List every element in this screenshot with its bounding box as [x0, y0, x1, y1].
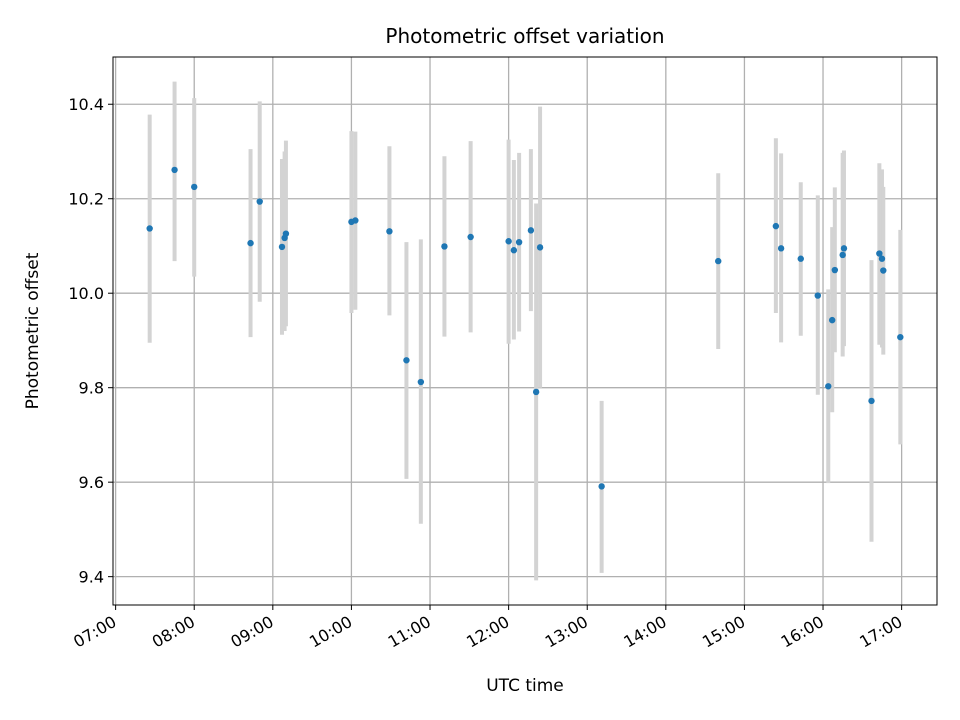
data-point: [532, 388, 540, 396]
data-point: [171, 166, 178, 174]
data-point: [146, 225, 153, 232]
data-point: [880, 267, 887, 274]
data-point: [878, 255, 886, 262]
data-point: [897, 333, 904, 341]
plot-area-frame: [112, 56, 938, 606]
data-point: [278, 243, 286, 251]
data-point: [777, 245, 785, 252]
y-tick-label: 10.2: [68, 190, 104, 209]
y-tick-label: 10.0: [68, 284, 104, 303]
data-point: [876, 250, 883, 257]
data-point: [505, 238, 512, 245]
data-point: [814, 292, 821, 299]
data-point: [797, 255, 804, 262]
data-point: [598, 483, 605, 490]
data-point: [441, 243, 448, 250]
chart-title: Photometric offset variation: [385, 24, 664, 48]
data-point: [715, 257, 722, 265]
data-point: [510, 247, 518, 254]
data-point: [527, 227, 535, 234]
y-tick-label: 9.4: [79, 568, 104, 587]
data-point: [467, 233, 474, 241]
data-point: [191, 183, 198, 191]
data-point: [536, 244, 544, 251]
y-tick-label: 9.6: [79, 473, 104, 492]
y-tick-label: 9.8: [79, 379, 104, 398]
data-point: [256, 198, 263, 205]
x-axis-title: UTC time: [486, 676, 564, 696]
data-point: [247, 239, 254, 247]
data-point: [825, 383, 832, 390]
data-point: [282, 230, 290, 237]
y-axis-title: Photometric offset: [23, 252, 43, 409]
data-point: [352, 217, 359, 224]
y-axis-ticks: 9.4 9.6 9.8 10.0 10.2 10.4: [68, 95, 113, 587]
data-point: [828, 316, 836, 324]
data-point: [417, 378, 425, 386]
data-point: [515, 238, 523, 246]
data-point: [772, 222, 780, 230]
y-tick-label: 10.4: [68, 95, 104, 114]
data-point: [839, 251, 846, 259]
data-points: [146, 166, 904, 490]
data-point: [403, 357, 410, 364]
data-point: [831, 266, 839, 274]
data-point: [386, 228, 393, 235]
data-point: [840, 245, 848, 252]
data-point: [868, 397, 875, 405]
